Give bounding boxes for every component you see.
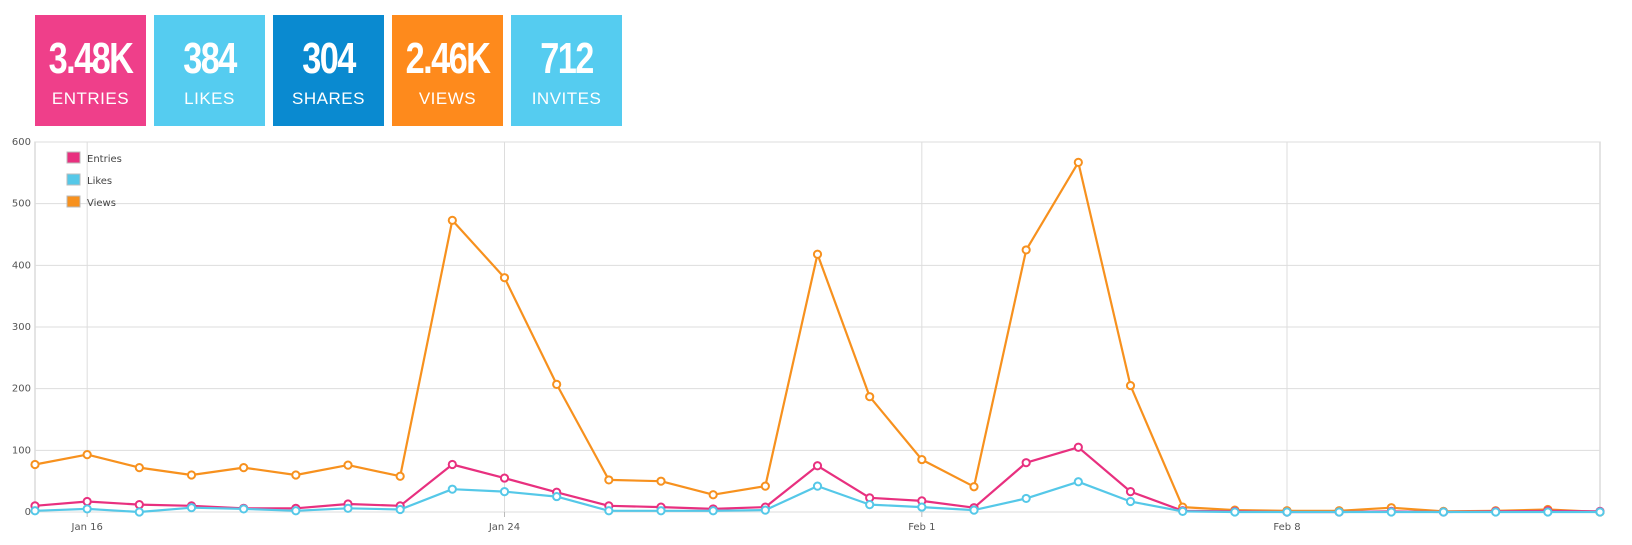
- likes-data-point[interactable]: [343, 503, 353, 513]
- y-tick-label: 0: [25, 507, 31, 518]
- entries-data-point[interactable]: [812, 461, 823, 471]
- likes-data-point[interactable]: [395, 504, 405, 515]
- views-count: 2.46K: [405, 34, 491, 83]
- likes-data-point[interactable]: [1230, 507, 1240, 517]
- likes-data-point[interactable]: [1178, 506, 1188, 516]
- views-data-point[interactable]: [343, 460, 353, 470]
- invites-count: 712: [540, 34, 594, 83]
- likes-data-point[interactable]: [291, 506, 301, 516]
- likes-data-point[interactable]: [760, 505, 770, 515]
- invites-stat-tile[interactable]: 712 INVITES: [511, 15, 622, 126]
- likes-data-point[interactable]: [186, 503, 197, 513]
- likes-data-point[interactable]: [447, 484, 457, 494]
- views-data-point[interactable]: [760, 481, 770, 491]
- x-tick-label: Feb 8: [1273, 522, 1300, 533]
- views-stat-tile[interactable]: 2.46K VIEWS: [392, 15, 503, 126]
- views-data-point[interactable]: [917, 454, 927, 465]
- x-tick-label: Feb 1: [908, 522, 935, 533]
- likes-data-point[interactable]: [1386, 507, 1396, 517]
- views-data-point[interactable]: [30, 459, 40, 470]
- views-data-point[interactable]: [499, 273, 510, 283]
- entries-data-point[interactable]: [1125, 487, 1136, 497]
- views-data-point[interactable]: [1125, 380, 1136, 391]
- views-data-point[interactable]: [186, 470, 197, 480]
- y-tick-label: 600: [12, 137, 31, 148]
- likes-data-point[interactable]: [969, 505, 979, 515]
- entries-data-point[interactable]: [1021, 458, 1031, 468]
- x-tick-label: Jan 16: [71, 522, 103, 533]
- shares-stat-tile[interactable]: 304 SHARES: [273, 15, 384, 126]
- likes-legend-label: Likes: [87, 176, 112, 187]
- likes-data-point[interactable]: [1334, 507, 1344, 517]
- y-tick-label: 400: [12, 260, 31, 271]
- views-label: VIEWS: [418, 89, 477, 108]
- likes-data-point[interactable]: [1125, 496, 1136, 507]
- entries-label: ENTRIES: [51, 89, 130, 108]
- likes-data-point[interactable]: [812, 481, 823, 491]
- likes-data-point[interactable]: [656, 506, 666, 516]
- views-data-point[interactable]: [812, 249, 823, 259]
- y-tick-label: 300: [12, 322, 31, 333]
- y-tick-label: 100: [12, 445, 31, 456]
- likes-stat-tile[interactable]: 384 LIKES: [154, 15, 265, 126]
- entries-legend-label: Entries: [87, 154, 122, 165]
- likes-count: 384: [183, 34, 237, 83]
- likes-data-point[interactable]: [708, 506, 718, 516]
- entries-stat-tile[interactable]: 3.48K ENTRIES: [35, 15, 146, 126]
- entries-legend-swatch: [66, 151, 81, 164]
- entries-data-point[interactable]: [82, 496, 92, 507]
- entries-data-point[interactable]: [499, 473, 510, 483]
- views-data-point[interactable]: [604, 475, 614, 485]
- likes-data-point[interactable]: [1021, 493, 1031, 504]
- views-data-point[interactable]: [447, 215, 457, 225]
- likes-data-point[interactable]: [604, 506, 614, 516]
- likes-label: LIKES: [184, 89, 235, 108]
- entries-data-point[interactable]: [1073, 442, 1083, 452]
- views-data-point[interactable]: [82, 450, 92, 460]
- invites-label: INVITES: [531, 89, 602, 108]
- likes-data-point[interactable]: [552, 491, 562, 502]
- views-data-point[interactable]: [1021, 245, 1031, 255]
- likes-data-point[interactable]: [865, 500, 875, 510]
- likes-data-point[interactable]: [1543, 507, 1553, 517]
- likes-data-point[interactable]: [239, 504, 249, 514]
- shares-count: 304: [302, 34, 356, 83]
- likes-data-point[interactable]: [1073, 477, 1083, 487]
- views-legend-label: Views: [87, 198, 116, 209]
- likes-legend-swatch: [66, 173, 81, 186]
- views-data-point[interactable]: [708, 490, 718, 500]
- views-data-point[interactable]: [134, 463, 144, 473]
- entries-data-point[interactable]: [134, 500, 144, 510]
- entries-data-point[interactable]: [447, 459, 457, 470]
- likes-data-point[interactable]: [917, 502, 927, 512]
- likes-data-point[interactable]: [1438, 507, 1449, 517]
- x-tick-label: Jan 24: [488, 522, 520, 533]
- views-data-point[interactable]: [656, 476, 666, 486]
- likes-data-point[interactable]: [134, 507, 144, 517]
- likes-data-point[interactable]: [30, 506, 40, 516]
- views-data-point[interactable]: [291, 470, 301, 480]
- stats-bar: 3.48K ENTRIES 384 LIKES 304 SHARES 2.46K…: [35, 15, 622, 126]
- y-tick-label: 500: [12, 199, 31, 210]
- likes-data-point[interactable]: [499, 487, 510, 497]
- shares-label: SHARES: [292, 89, 365, 108]
- likes-data-point[interactable]: [1595, 507, 1605, 517]
- likes-data-point[interactable]: [82, 504, 92, 514]
- likes-data-point[interactable]: [1491, 507, 1501, 517]
- y-tick-label: 200: [12, 384, 31, 395]
- views-data-point[interactable]: [239, 463, 249, 473]
- views-data-point[interactable]: [969, 482, 979, 492]
- views-data-point[interactable]: [395, 471, 405, 481]
- views-data-point[interactable]: [552, 379, 562, 389]
- likes-data-point[interactable]: [1282, 507, 1292, 517]
- entries-count: 3.48K: [48, 34, 134, 83]
- views-data-point[interactable]: [865, 392, 875, 402]
- views-legend-swatch: [66, 195, 81, 208]
- views-data-point[interactable]: [1073, 157, 1083, 167]
